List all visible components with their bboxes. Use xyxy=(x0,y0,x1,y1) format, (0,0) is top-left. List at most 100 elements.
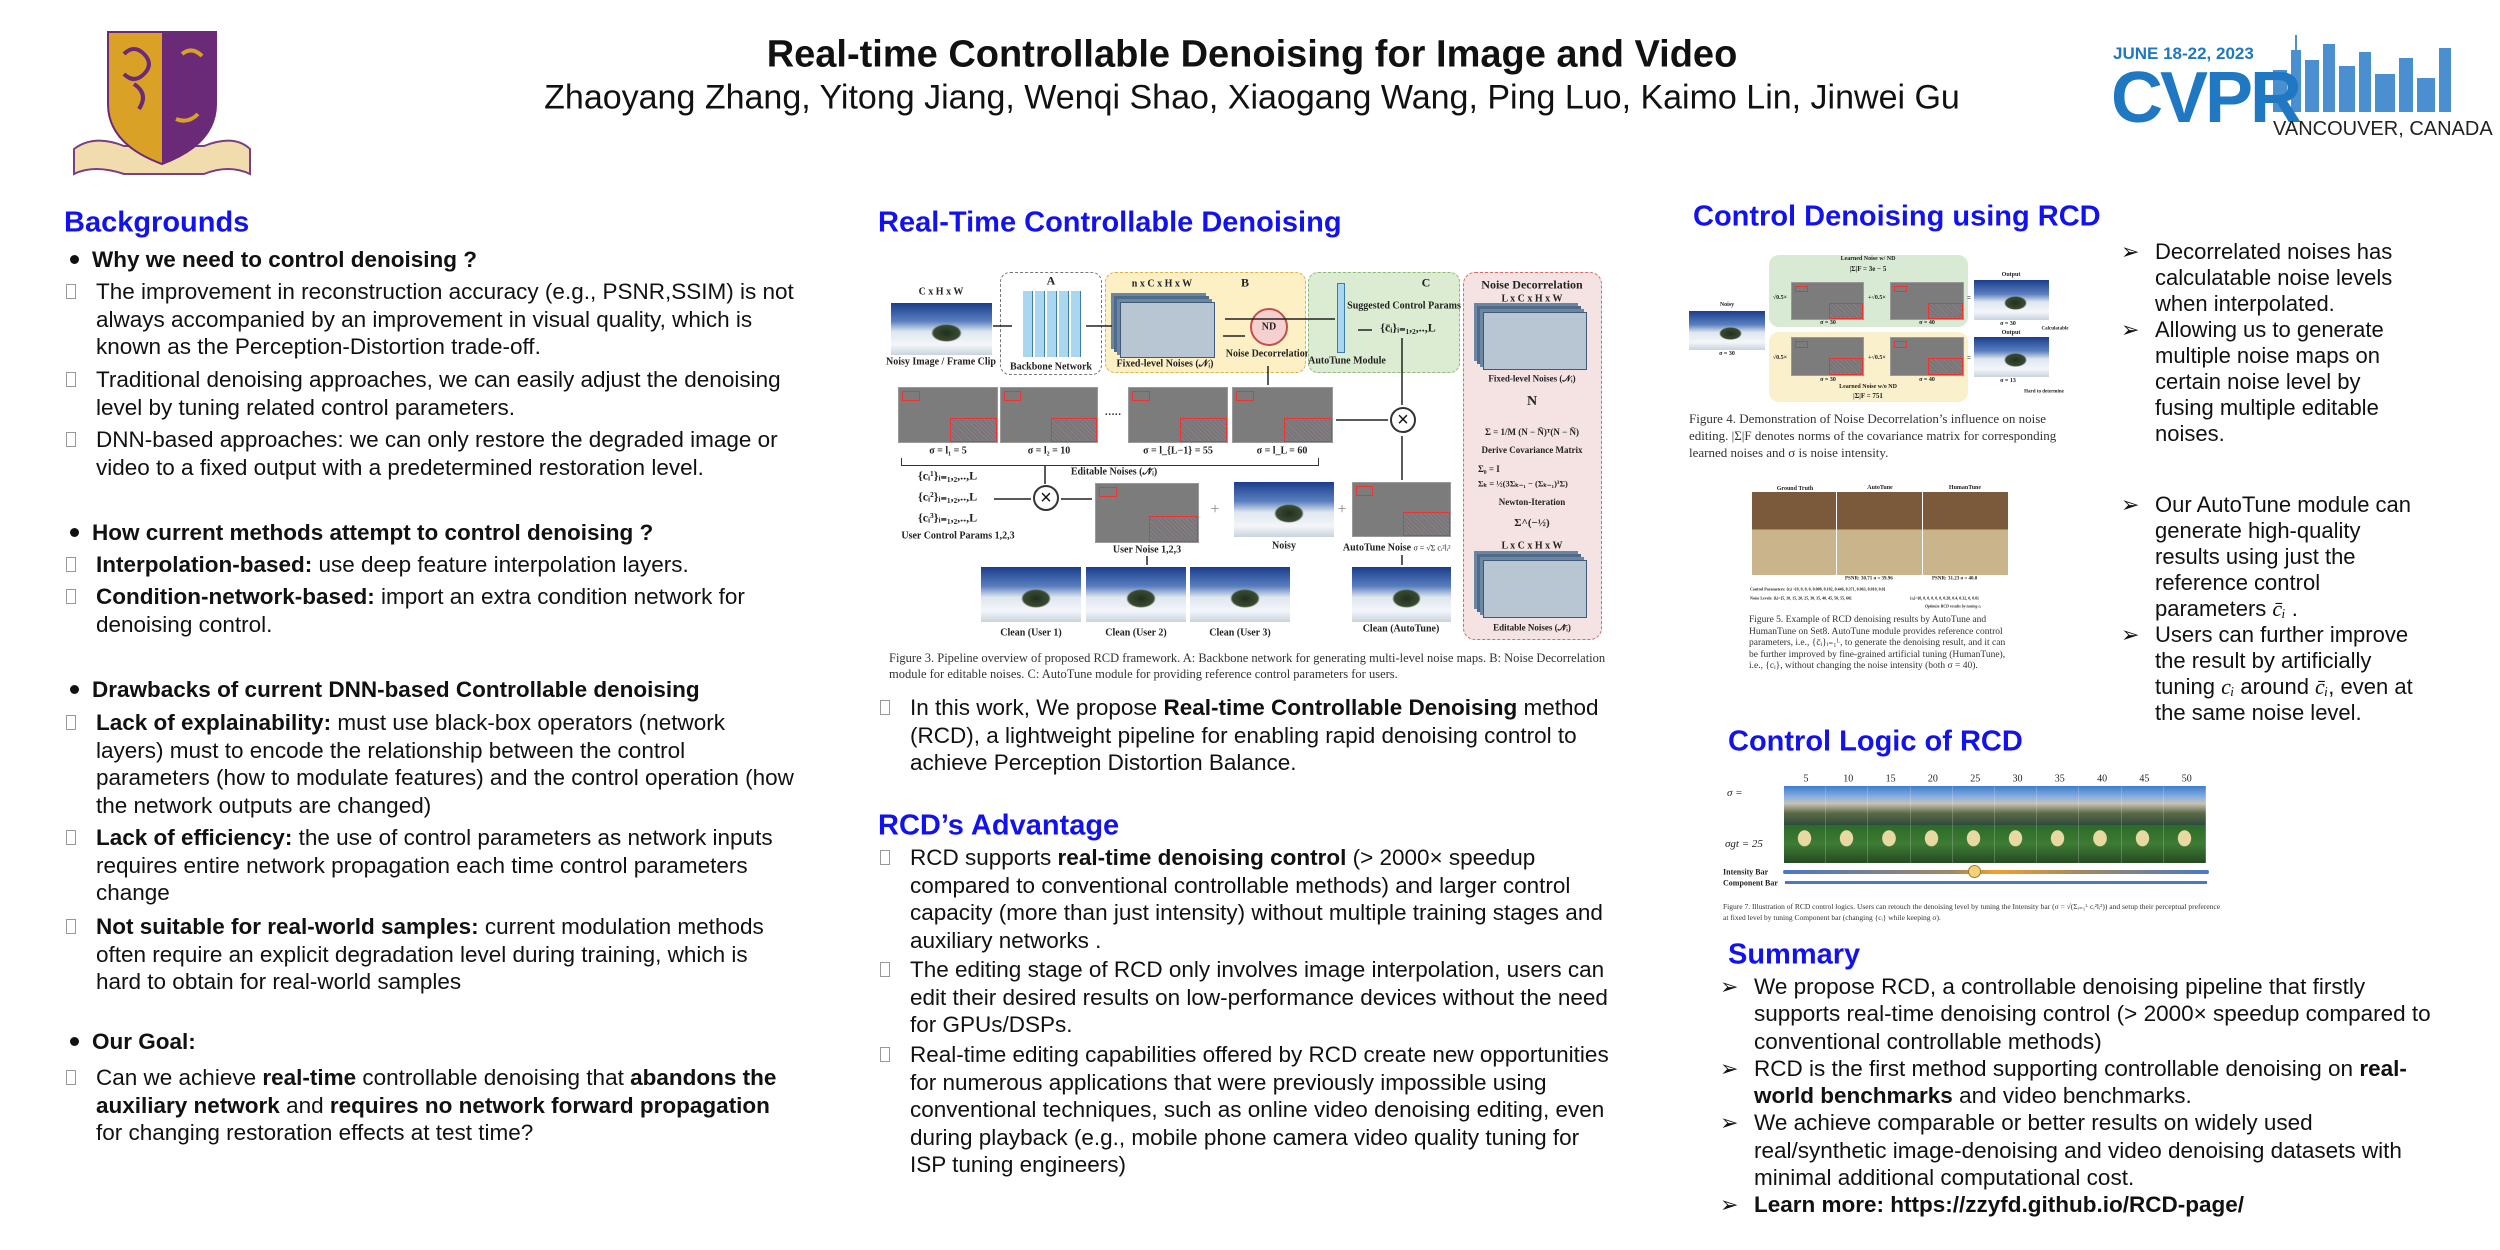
sigma-tick-label: 50 xyxy=(2181,773,2192,785)
output-image xyxy=(1974,337,2049,377)
list-item: Not suitable for real-world samples: cur… xyxy=(66,913,796,996)
sigma-tick-label: 10 xyxy=(1843,773,1854,785)
text-segment: RCD supports xyxy=(910,845,1058,870)
bold-text: How current methods attempt to control d… xyxy=(92,520,654,545)
label: B xyxy=(1240,275,1250,290)
clean-image xyxy=(1190,567,1290,622)
mushroom-thumbnail xyxy=(1784,824,1827,863)
text-segment: the use of control parameters as network… xyxy=(96,825,773,905)
bold-text: Drawbacks of current DNN-based Controlla… xyxy=(92,677,700,702)
autotune-noise-map xyxy=(1352,482,1451,537)
label: PSNR: 31.23 σ = 40.0 xyxy=(1932,576,1978,582)
backgrounds-heading: Backgrounds xyxy=(64,206,250,239)
sigma-gt-label: σgt = 25 xyxy=(1725,838,1763,850)
mushroom-thumbnail xyxy=(2121,824,2164,863)
summary-list: ➢ We propose RCD, a controllable denoisin… xyxy=(1720,973,2434,1219)
output-image xyxy=(1974,280,2049,320)
text-segment: DNN-based approaches: we can only restor… xyxy=(96,427,778,480)
section-title: How current methods attempt to control d… xyxy=(70,519,812,547)
bullet-list: ➢ Our AutoTune module can generate high-q… xyxy=(2121,492,2425,726)
text-segment: and xyxy=(279,1092,330,1118)
list-item: The improvement in reconstruction accura… xyxy=(66,278,796,361)
text-segment: . xyxy=(2285,596,2298,621)
rcd-heading: Real-Time Controllable Denoising xyxy=(878,206,1342,239)
label: Σ^(−½) xyxy=(1514,517,1550,529)
bold-text: Our Goal xyxy=(92,1029,189,1054)
poster-title: Real-time Controllable Denoising for Ima… xyxy=(766,33,1738,76)
intro-paragraph: In this work, We propose Real-time Contr… xyxy=(880,694,1610,777)
clean-image xyxy=(1352,567,1451,622)
text-segment: (> 2000× speedup compared to conventiona… xyxy=(910,845,1603,953)
brace xyxy=(901,458,1319,466)
arrows xyxy=(993,318,1403,565)
text-segment: around xyxy=(2234,674,2316,699)
figure-caption: Figure 3. Pipeline overview of proposed … xyxy=(889,651,1606,681)
text-segment: c̄ᵢ xyxy=(2315,674,2329,699)
autotune-image xyxy=(1837,492,1922,575)
label: AutoTune Noise xyxy=(1342,542,1412,554)
label: L x C x H x W xyxy=(1501,540,1563,552)
advantage-heading: RCD’s Advantage xyxy=(878,809,1120,842)
label: Fixed-level Noises (𝒩ᵢ) xyxy=(1116,358,1214,370)
humantune-image xyxy=(1923,492,2008,575)
autotune-bar xyxy=(1337,283,1345,353)
castle-thumbnail xyxy=(1784,786,1827,825)
label: σ = 40 xyxy=(1919,320,1935,326)
label: C x H x W xyxy=(918,286,964,298)
plus-icon: + xyxy=(1337,501,1347,518)
label: σ = 30 xyxy=(1820,377,1836,383)
label: ····· xyxy=(1104,409,1122,421)
figure-caption: Figure 4. Demonstration of Noise Decorre… xyxy=(1689,411,2057,460)
text-segment: Can we achieve xyxy=(96,1065,263,1090)
ground-truth-image xyxy=(1752,492,1836,575)
checkbox-icon xyxy=(880,962,890,977)
list-item: ➢ Our AutoTune module can generate high-q… xyxy=(2121,492,2425,622)
list-item: Can we achieve real-time controllable de… xyxy=(66,1064,796,1147)
intensity-bar-label: Intensity Bar xyxy=(1723,867,1769,877)
label: Noise Levels: {lᵢ}=[5, 10, 15, 20, 25, 3… xyxy=(1750,595,1852,601)
text-segment: current modulation methods often require… xyxy=(96,914,764,994)
list-item: Lack of efficiency: the use of control p… xyxy=(66,824,796,907)
checkbox-icon xyxy=(66,919,76,934)
list-item: Interpolation-based: use deep feature in… xyxy=(66,551,796,579)
label: Newton-Iteration xyxy=(1498,497,1566,507)
label: Suggested Control Params xyxy=(1347,300,1461,312)
list-item: ➢ Users can further improve the result by… xyxy=(2121,622,2425,726)
label: +√0.5× xyxy=(1868,355,1886,361)
list-item: ➢ We achieve comparable or better results… xyxy=(1720,1109,2434,1191)
bold-text: real-world benchmarks xyxy=(1754,1055,2407,1109)
label: L x C x H x W xyxy=(1501,293,1563,305)
label: Clean (User 1) xyxy=(1000,627,1062,639)
label: AutoTune xyxy=(1867,485,1893,491)
checkbox-icon xyxy=(66,1070,76,1085)
noise-map xyxy=(898,387,998,443)
text-segment: Users can further improve the result by … xyxy=(2155,622,2409,699)
text-segment: use deep feature interpolation layers. xyxy=(312,552,689,577)
control-heading: Control Denoising using RCD xyxy=(1693,200,2101,233)
backbone-layers xyxy=(1023,291,1081,357)
mushroom-thumbnail xyxy=(1994,824,2038,863)
sigma-tick-label: 15 xyxy=(1885,773,1896,785)
project-link[interactable]: ➢ Learn more: https://zzyfd.github.io/RCD… xyxy=(1720,1191,2434,1218)
list-item: The editing stage of RCD only involves i… xyxy=(880,956,1610,1039)
checkbox-icon xyxy=(66,284,76,299)
label: σ = √Σ cᵢ²lᵢ² xyxy=(1413,543,1451,553)
text-segment: import an extra condition network for de… xyxy=(96,584,745,637)
checkbox-icon xyxy=(880,1047,890,1062)
list-item: RCD supports real-time denoising control… xyxy=(880,844,1610,954)
mushroom-thumbnail xyxy=(1952,824,1995,863)
list-item: Lack of explainability: must use black-b… xyxy=(66,709,796,819)
checkbox-icon xyxy=(66,432,76,447)
component-slider[interactable] xyxy=(1785,881,2207,884)
sigma-tick-label: 30 xyxy=(2012,773,2023,785)
label: √0.5× xyxy=(1772,355,1788,361)
bold-text: Lack of explainability: xyxy=(96,710,332,735)
label: User Control Params 1,2,3 xyxy=(901,530,1015,542)
intensity-slider[interactable] xyxy=(1783,865,2209,878)
noisy-image xyxy=(891,303,992,355)
intensity-slider-knob[interactable] xyxy=(1967,865,1981,878)
label: {cᵢ²}ᵢ₌₁,₂,..,L xyxy=(918,489,978,504)
arrow-bullet-icon: ➢ xyxy=(1720,1055,1739,1081)
label: |Σ|F = 751 xyxy=(1853,392,1883,400)
summary-heading: Summary xyxy=(1728,938,1861,971)
